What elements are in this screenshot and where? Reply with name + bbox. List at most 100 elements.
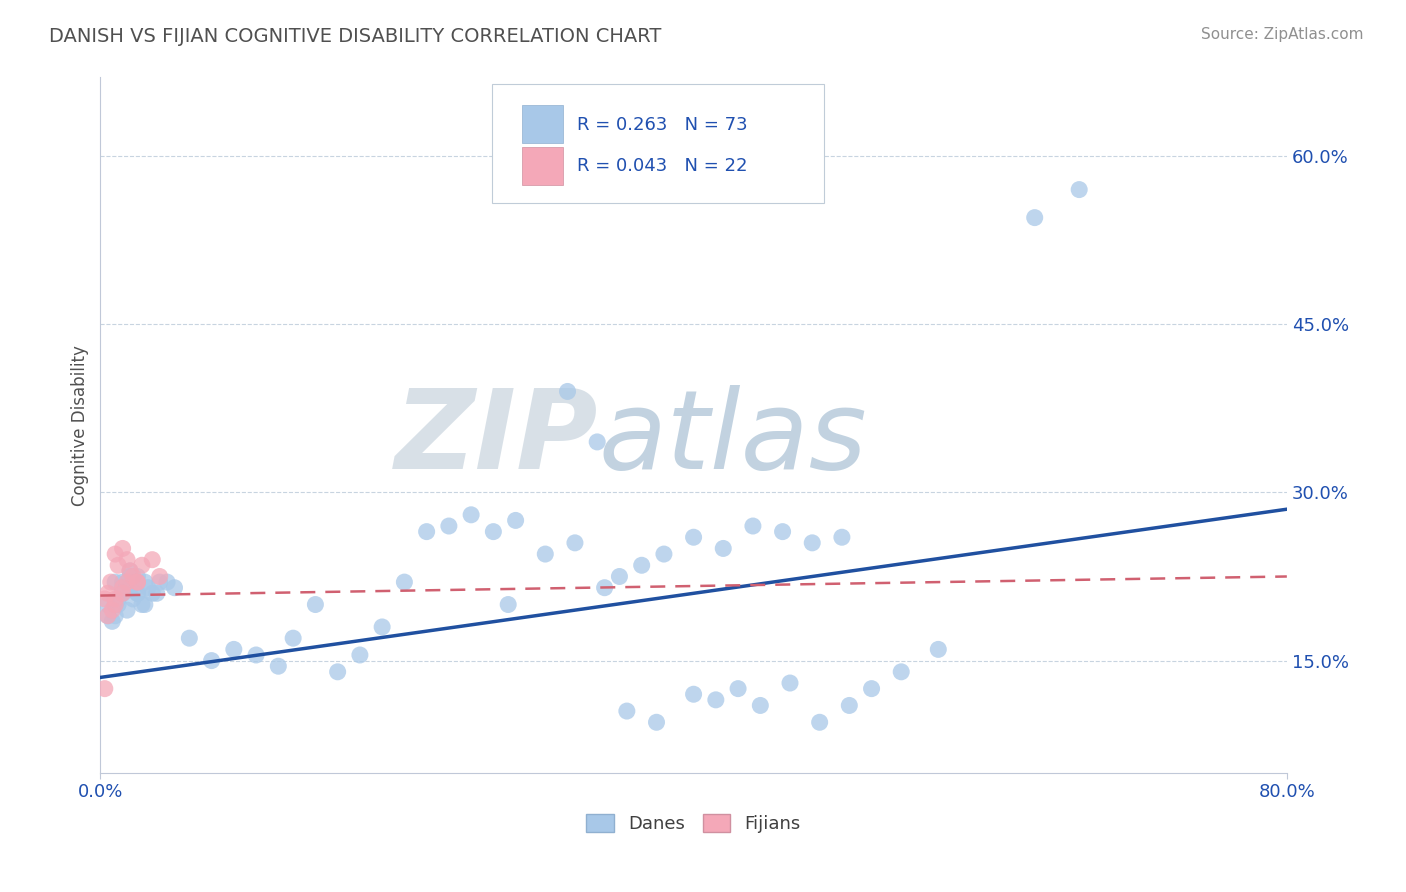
Point	[593, 581, 616, 595]
Point	[101, 603, 124, 617]
Text: Source: ZipAtlas.com: Source: ZipAtlas.com	[1201, 27, 1364, 42]
Point	[179, 631, 201, 645]
Point	[505, 513, 527, 527]
Text: R = 0.263   N = 73: R = 0.263 N = 73	[578, 116, 748, 134]
Point	[927, 642, 949, 657]
Point	[97, 598, 120, 612]
Point	[97, 608, 120, 623]
Point	[104, 608, 127, 623]
Point	[609, 569, 631, 583]
Point	[711, 541, 734, 556]
Point	[127, 575, 149, 590]
Point	[131, 558, 153, 573]
Point	[111, 581, 134, 595]
Point	[267, 659, 290, 673]
Point	[122, 569, 145, 583]
Point	[630, 558, 652, 573]
Point	[586, 434, 609, 449]
Point	[127, 569, 149, 583]
Point	[742, 519, 765, 533]
Point	[1069, 183, 1091, 197]
Point	[149, 575, 172, 590]
Point	[460, 508, 482, 522]
Point	[200, 654, 222, 668]
Point	[104, 598, 127, 612]
Point	[564, 536, 586, 550]
Point	[349, 648, 371, 662]
Point	[131, 598, 153, 612]
Point	[136, 581, 159, 595]
Text: DANISH VS FIJIAN COGNITIVE DISABILITY CORRELATION CHART: DANISH VS FIJIAN COGNITIVE DISABILITY CO…	[49, 27, 662, 45]
Point	[156, 575, 179, 590]
Text: R = 0.043   N = 22: R = 0.043 N = 22	[578, 158, 748, 176]
Point	[107, 558, 129, 573]
Point	[94, 681, 117, 696]
Point	[115, 552, 138, 566]
FancyBboxPatch shape	[522, 105, 562, 144]
Point	[727, 681, 749, 696]
Point	[304, 598, 326, 612]
FancyBboxPatch shape	[492, 85, 824, 202]
Point	[437, 519, 460, 533]
Point	[118, 564, 141, 578]
Text: ZIP: ZIP	[395, 385, 599, 492]
Point	[283, 631, 305, 645]
Point	[101, 615, 124, 629]
Point	[749, 698, 772, 713]
Point	[534, 547, 557, 561]
Point	[838, 698, 860, 713]
Point	[118, 569, 141, 583]
Point	[645, 715, 668, 730]
Text: atlas: atlas	[599, 385, 868, 492]
Point	[616, 704, 638, 718]
Point	[97, 608, 120, 623]
Point	[100, 575, 122, 590]
Point	[682, 687, 704, 701]
Point	[107, 598, 129, 612]
Point	[104, 575, 127, 590]
Point	[557, 384, 579, 399]
Point	[801, 536, 824, 550]
Point	[111, 581, 134, 595]
Point	[482, 524, 505, 539]
Point	[779, 676, 801, 690]
Point	[890, 665, 912, 679]
Point	[111, 586, 134, 600]
Legend: Danes, Fijians: Danes, Fijians	[586, 814, 800, 833]
Point	[97, 586, 120, 600]
Y-axis label: Cognitive Disability: Cognitive Disability	[72, 344, 89, 506]
Point	[141, 552, 163, 566]
Point	[118, 564, 141, 578]
Point	[122, 591, 145, 606]
Point	[111, 586, 134, 600]
Point	[149, 569, 172, 583]
Point	[118, 581, 141, 595]
Point	[145, 586, 167, 600]
Point	[245, 648, 267, 662]
Point	[127, 586, 149, 600]
Point	[134, 575, 156, 590]
Point	[127, 575, 149, 590]
Point	[115, 575, 138, 590]
Point	[94, 591, 117, 606]
Point	[134, 598, 156, 612]
Point	[127, 586, 149, 600]
Point	[394, 575, 416, 590]
Point	[326, 665, 349, 679]
Point	[682, 530, 704, 544]
Point	[163, 581, 186, 595]
Point	[415, 524, 437, 539]
Point	[772, 524, 794, 539]
Point	[831, 530, 853, 544]
Point	[371, 620, 394, 634]
Point	[104, 591, 127, 606]
FancyBboxPatch shape	[522, 147, 562, 186]
Point	[141, 586, 163, 600]
Point	[115, 603, 138, 617]
Point	[111, 575, 134, 590]
Point	[111, 541, 134, 556]
Point	[860, 681, 883, 696]
Point	[104, 547, 127, 561]
Point	[1024, 211, 1046, 225]
Point	[107, 591, 129, 606]
